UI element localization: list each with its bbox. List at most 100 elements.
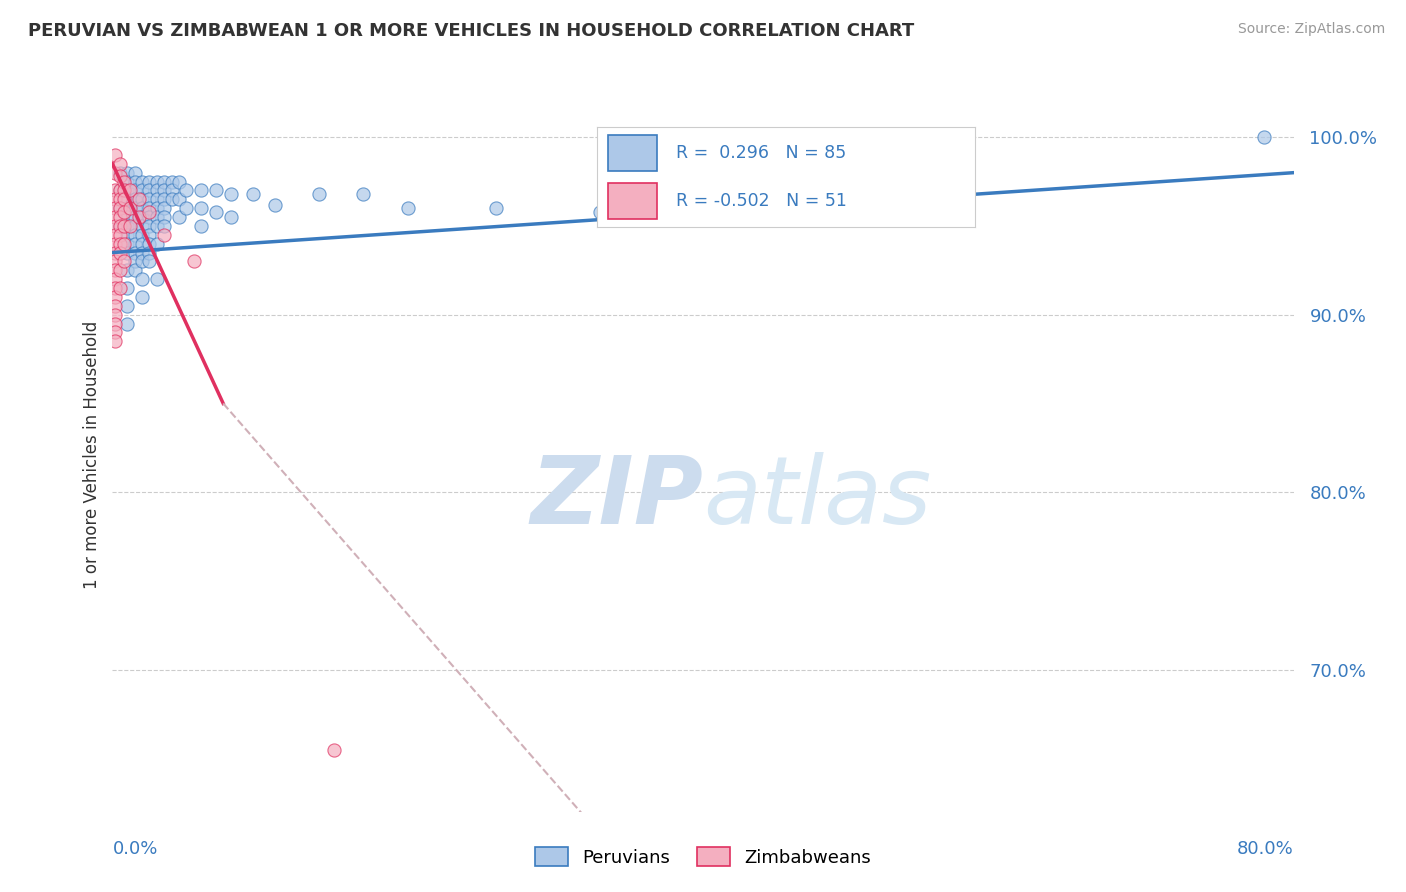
Point [167,192,190,206]
Point [117,192,138,206]
Y-axis label: 1 or more Vehicles in Household: 1 or more Vehicles in Household [83,321,101,589]
Point [108,263,131,277]
Point [104,281,127,295]
Point [112,219,135,233]
Point [153,192,176,206]
Point [108,192,131,206]
Point [308,186,330,201]
Point [153,175,176,189]
Point [117,317,138,331]
Point [183,254,205,268]
Point [104,148,127,162]
Point [117,236,138,251]
Point [219,186,242,201]
Point [108,183,131,197]
Point [112,236,135,251]
Bar [607,135,657,170]
Point [124,192,146,206]
Text: PERUVIAN VS ZIMBABWEAN 1 OR MORE VEHICLES IN HOUSEHOLD CORRELATION CHART: PERUVIAN VS ZIMBABWEAN 1 OR MORE VEHICLE… [28,22,914,40]
Point [242,186,264,201]
Point [396,201,419,215]
Point [138,227,160,242]
Point [104,227,127,242]
Point [108,236,131,251]
Point [131,236,153,251]
Point [138,204,160,219]
Point [108,201,131,215]
Point [124,201,146,215]
Point [104,245,127,260]
Point [174,183,197,197]
Point [131,210,153,224]
Point [108,201,131,215]
Point [138,236,160,251]
Text: ZIP: ZIP [530,451,703,544]
Point [146,175,169,189]
Point [104,263,127,277]
Point [108,166,131,180]
Point [104,183,127,197]
Point [153,210,176,224]
Point [160,175,183,189]
Point [160,192,183,206]
Point [190,219,212,233]
Point [112,204,135,219]
Point [104,201,127,215]
Point [131,227,153,242]
Point [108,227,131,242]
Point [131,175,153,189]
Point [112,254,135,268]
Point [131,192,153,206]
Point [1253,130,1275,145]
Point [138,183,160,197]
Point [108,183,131,197]
Point [117,219,138,233]
Point [352,186,374,201]
Point [104,299,127,313]
Point [131,245,153,260]
Point [104,290,127,304]
Point [190,201,212,215]
Point [108,157,131,171]
Point [112,175,135,189]
Point [128,210,150,224]
Point [146,192,169,206]
Point [104,272,127,286]
Point [190,183,212,197]
Point [131,290,153,304]
Point [128,192,150,206]
Point [167,210,190,224]
Point [104,326,127,340]
Point [124,210,146,224]
Point [153,183,176,197]
Point [131,219,153,233]
Point [120,183,142,197]
Text: R =  0.296   N = 85: R = 0.296 N = 85 [676,144,846,161]
Point [124,236,146,251]
Point [131,183,153,197]
Point [117,227,138,242]
Point [117,210,138,224]
Point [323,742,346,756]
Point [117,166,138,180]
Point [104,317,127,331]
Point [153,227,176,242]
Point [131,272,153,286]
Point [108,245,131,260]
Point [117,175,138,189]
Point [104,192,127,206]
Point [146,236,169,251]
Text: 0.0%: 0.0% [112,840,157,858]
Point [112,183,135,197]
Point [146,183,169,197]
Point [117,201,138,215]
Point [131,254,153,268]
Bar [607,183,657,219]
Point [124,175,146,189]
Text: atlas: atlas [703,452,931,543]
Point [117,281,138,295]
Point [108,281,131,295]
Point [117,245,138,260]
Point [120,219,142,233]
Point [124,254,146,268]
